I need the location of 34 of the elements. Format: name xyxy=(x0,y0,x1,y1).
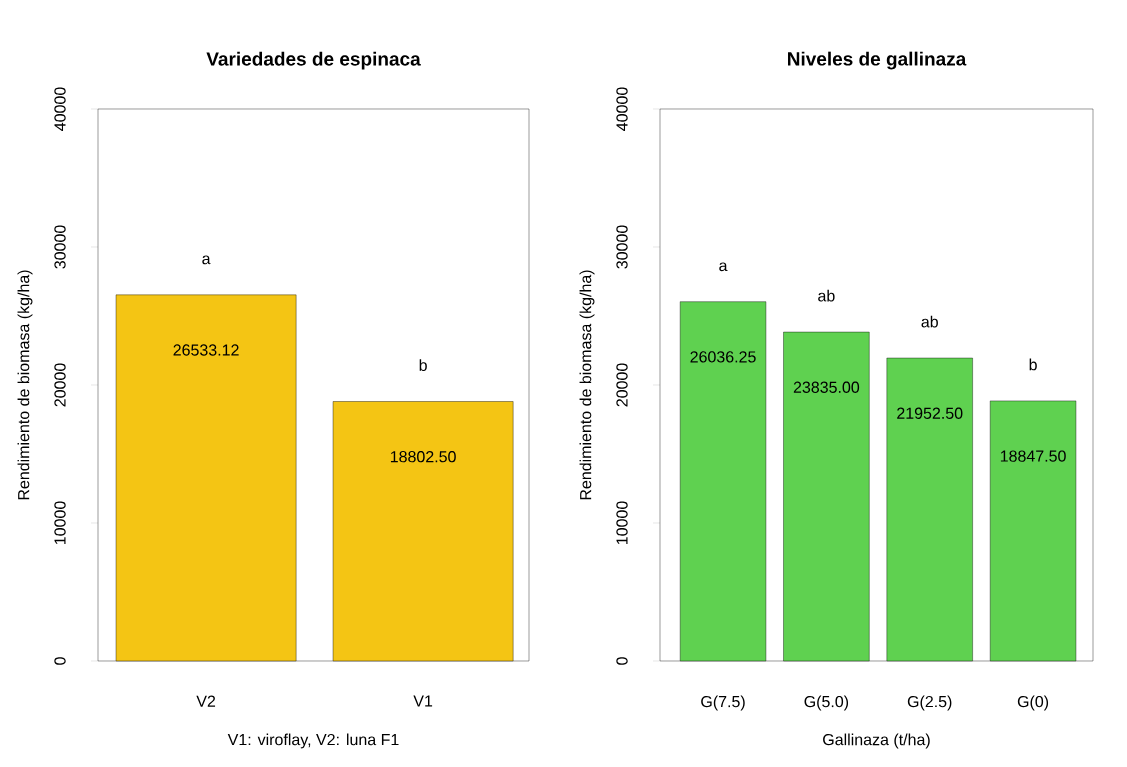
data-label: 26533.12 xyxy=(173,344,239,356)
x-axis-title: V1: viroflay, V2: luna F1 xyxy=(227,733,399,749)
y-tick-label: 10000 xyxy=(616,501,628,545)
y-axis-title: Rendimiento de biomasa (kg/ha) xyxy=(17,270,33,500)
chart-title: Niveles de gallinaza xyxy=(788,51,967,70)
y-tick-label: 40000 xyxy=(54,87,66,131)
data-label: 26036.25 xyxy=(690,351,756,363)
data-label: 18802.50 xyxy=(390,451,456,463)
y-tick-label: 20000 xyxy=(54,363,66,407)
data-label: 23835.00 xyxy=(793,381,860,393)
x-tick-label: V2 xyxy=(196,695,216,707)
y-tick-label: 40000 xyxy=(616,87,628,131)
annotation: a xyxy=(202,255,211,265)
y-tick-label: 10000 xyxy=(54,501,66,545)
chart-title: Variedades de espinaca xyxy=(206,51,421,70)
x-tick-label: G(5.0) xyxy=(804,695,849,711)
annotation: b xyxy=(419,359,427,371)
data-label: 18847.50 xyxy=(1000,450,1066,462)
y-axis-title: Rendimiento de biomasa (kg/ha) xyxy=(579,270,595,500)
x-tick-label: G(7.5) xyxy=(701,695,745,711)
y-tick-label: 30000 xyxy=(54,225,66,269)
y-tick-label: 30000 xyxy=(616,225,628,269)
annotation: ab xyxy=(818,289,835,302)
annotation: ab xyxy=(921,315,938,328)
annotation: a xyxy=(719,262,728,272)
annotation: b xyxy=(1029,358,1037,371)
y-tick-label: 0 xyxy=(616,657,628,665)
x-tick-label: G(0) xyxy=(1017,695,1049,711)
x-tick-label: V1 xyxy=(413,695,433,707)
x-tick-label: G(2.5) xyxy=(907,695,952,711)
data-label: 21952.50 xyxy=(897,407,963,419)
y-tick-label: 0 xyxy=(54,657,66,665)
x-axis-title: Gallinaza (t/ha) xyxy=(823,733,930,749)
y-tick-label: 20000 xyxy=(616,363,628,407)
